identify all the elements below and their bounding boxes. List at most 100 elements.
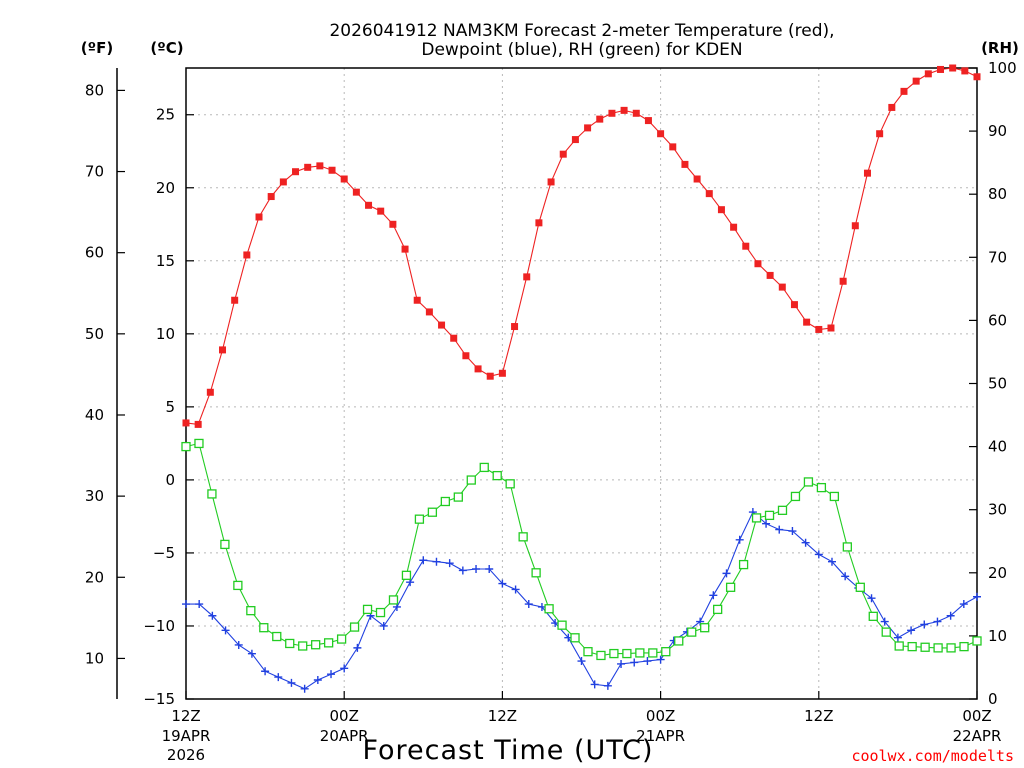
2-meter-temperature-point — [693, 175, 701, 183]
2-meter-temperature-point — [632, 109, 640, 117]
rh-line — [185, 442, 978, 657]
series-layer — [181, 64, 982, 693]
2-meter-temperature-point — [474, 365, 482, 373]
celsius-tick-label: 0 — [165, 471, 175, 489]
celsius-tick-label: −15 — [143, 690, 175, 708]
dewpoint-point — [432, 557, 441, 566]
rh-tick-label: 100 — [988, 59, 1017, 77]
rh-tick-label: 90 — [988, 122, 1007, 140]
rh-point — [751, 513, 762, 523]
rh-tick-label: 50 — [988, 375, 1007, 393]
rh-point — [713, 604, 723, 615]
rh-point — [700, 623, 710, 633]
2-meter-temperature-point — [243, 251, 251, 259]
celsius-ticks: −15 −10 −5 0 5 10 15 20 25 — [143, 106, 194, 708]
dewpoint-point — [788, 527, 797, 536]
rh-point — [440, 496, 450, 507]
rh-point — [790, 491, 801, 502]
2-meter-temperature-point — [486, 372, 494, 380]
rh-tick-label: 70 — [988, 248, 1007, 266]
rh-point — [661, 647, 671, 657]
dewpoint-point — [762, 519, 771, 528]
dewpoint-point — [656, 655, 665, 664]
dewpoint-point — [590, 680, 599, 689]
dewpoint-point — [630, 658, 639, 667]
rh-point — [687, 627, 697, 637]
2-meter-temperature-point — [206, 388, 214, 396]
dewpoint-point — [841, 572, 850, 581]
dewpoint-point — [933, 617, 942, 626]
2-meter-temperature-point — [620, 106, 628, 114]
dewpoint-point — [946, 611, 955, 620]
2-meter-temperature-point — [717, 206, 725, 214]
celsius-tick-label: −5 — [153, 544, 175, 562]
2-meter-temperature-point — [936, 65, 944, 73]
fahrenheit-tick-label: 80 — [85, 81, 104, 99]
fahrenheit-tick-label: 60 — [85, 244, 104, 262]
rh-point — [336, 634, 347, 644]
dewpoint-series — [182, 508, 981, 693]
fahrenheit-ticks: 10 20 30 40 50 60 70 80 — [85, 81, 125, 667]
rh-point — [194, 438, 204, 449]
celsius-tick-label: 10 — [156, 325, 175, 343]
dewpoint-point — [498, 579, 507, 588]
2-meter-temperature-point — [352, 188, 360, 196]
rh-point — [868, 611, 878, 621]
x-axis-label: Forecast Time (UTC) — [362, 735, 653, 766]
rh-point — [855, 582, 865, 592]
2-meter-temperature-point — [912, 77, 920, 85]
rh-point — [298, 641, 308, 651]
dewpoint-point — [722, 569, 731, 578]
dewpoint-point — [182, 600, 190, 609]
2-meter-temperature-point — [839, 277, 847, 285]
2-meter-temperature-point — [219, 346, 227, 354]
rh-point — [272, 631, 282, 642]
2-meter-temperature-point — [535, 219, 543, 227]
2-meter-temperature-point — [413, 296, 421, 304]
2-meter-temperature-point — [584, 124, 592, 132]
dewpoint-point — [524, 600, 533, 609]
dewpoint-point — [195, 600, 204, 609]
2-meter-temperature-point — [778, 283, 786, 291]
rh-point — [648, 648, 658, 658]
2-meter-temperature-point — [316, 162, 324, 170]
2-meter-temperature-point — [900, 87, 908, 95]
rh-point — [972, 636, 982, 646]
plot-frame — [185, 67, 978, 700]
dewpoint-point — [247, 649, 256, 658]
2-meter-temperature-point — [815, 325, 823, 333]
2-meter-temperature-point — [328, 166, 336, 174]
rh-point — [414, 514, 425, 524]
rh-point — [466, 475, 476, 485]
2-meter-temperature-point — [669, 143, 677, 151]
2-meter-temperature-point — [389, 220, 397, 228]
credit-text: coolwx.com/modelts — [851, 747, 1014, 765]
x-tick-label: 12Z — [171, 707, 200, 725]
rh-point — [505, 479, 515, 489]
dewpoint-point — [973, 592, 981, 601]
dewpoint-point — [261, 667, 270, 676]
rh-point — [609, 648, 619, 659]
2-meter-temperature-point — [340, 175, 348, 183]
fahrenheit-tick-label: 30 — [85, 487, 104, 505]
rh-point — [285, 638, 295, 649]
rh-point — [259, 623, 269, 633]
2-meter-temperature-point — [851, 222, 859, 230]
x-tick-label: 12Z — [488, 707, 517, 725]
dewpoint-point — [920, 620, 929, 629]
2-meter-temperature-point — [596, 115, 604, 123]
2-meter-temperature-point — [498, 369, 506, 377]
rh-point — [946, 643, 956, 653]
rh-point — [401, 570, 412, 580]
dewpoint-point — [379, 621, 388, 630]
dewpoint-point — [643, 657, 652, 666]
2-meter-temperature-point — [547, 178, 555, 186]
celsius-axis-unit: (ºC) — [150, 39, 183, 57]
x-tick-label: 00Z — [646, 707, 675, 725]
rh-point — [622, 648, 632, 659]
rh-point — [635, 648, 645, 658]
dewpoint-point — [893, 633, 902, 642]
x-tick-label: 00Z — [962, 707, 991, 725]
rh-point — [738, 559, 749, 570]
